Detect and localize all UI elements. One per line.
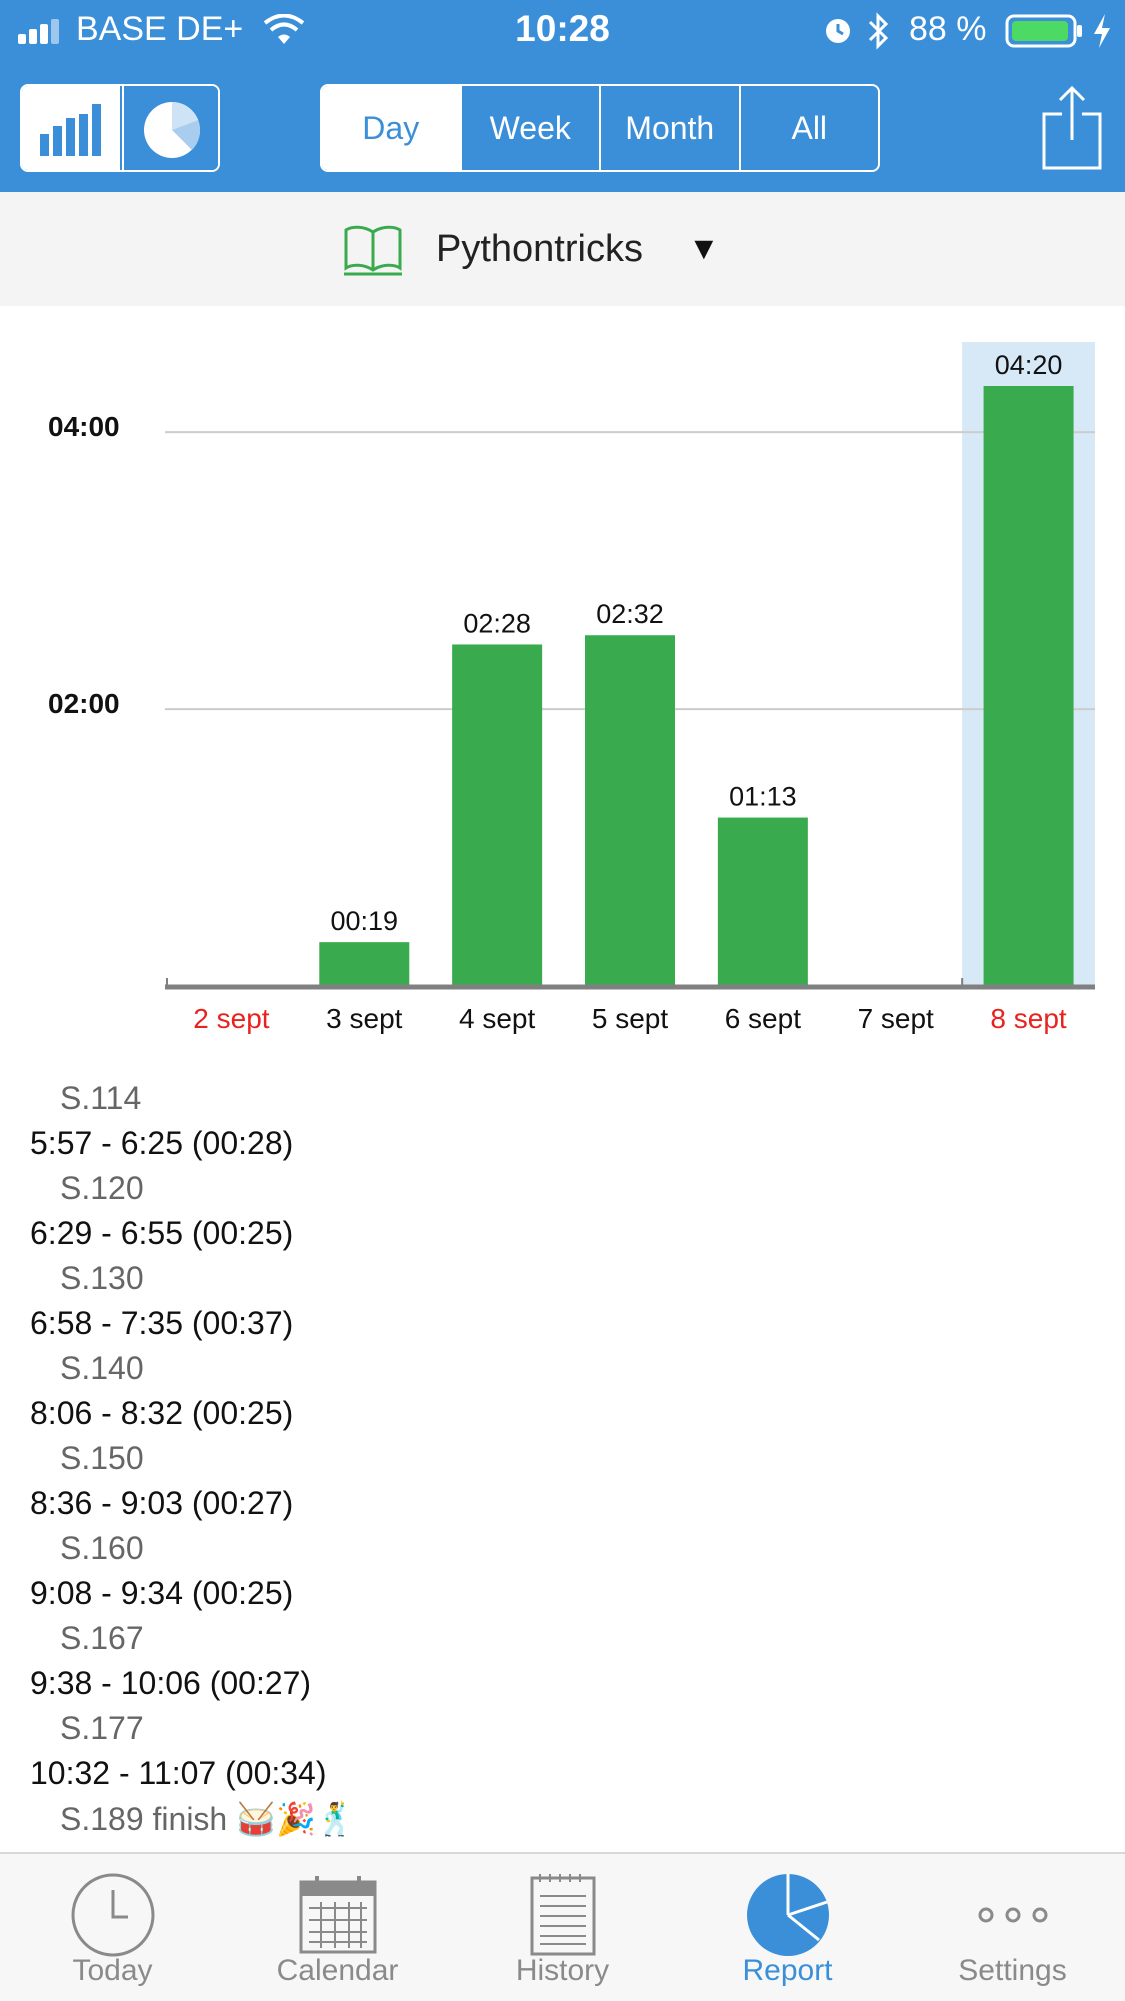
wifi-icon: [263, 14, 305, 44]
x-category-label: 2 sept: [193, 1003, 269, 1034]
session-time-range: 9:38 - 10:06 (00:27): [30, 1665, 312, 1701]
share-icon[interactable]: [1040, 82, 1104, 172]
session-entry: S.189 finish 🥁🎉🕺: [0, 1800, 1125, 1850]
y-tick-label: 02:00: [48, 688, 120, 719]
chart-bar[interactable]: [717, 817, 808, 986]
chart-svg: 02:00 04:00 2 sept 00:19 3 sept 02:28 4 sept 02…: [48, 342, 1095, 1034]
x-category-label: 8 sept: [990, 1003, 1066, 1034]
tab-calendar[interactable]: Calendar: [225, 1854, 450, 2001]
chart-bar[interactable]: [452, 644, 543, 986]
bottom-tab-bar: Today Calendar History Report: [0, 1852, 1125, 2001]
session-entry: S.114 5:57 - 6:25 (00:28): [0, 1080, 1125, 1170]
bar-value-label: 00:19: [330, 906, 398, 936]
session-page: S.120: [60, 1170, 144, 1206]
session-entry: S.160 9:08 - 9:34 (00:25): [0, 1530, 1125, 1620]
chart-bar[interactable]: [585, 635, 675, 986]
report-bar-chart: 02:00 04:00 2 sept 00:19 3 sept 02:28 4 sept 02…: [0, 306, 1125, 1046]
tab-report-label: Report: [742, 1954, 833, 1987]
session-page: S.167: [60, 1620, 144, 1656]
session-page: S.114: [60, 1080, 142, 1116]
tab-calendar-label: Calendar: [276, 1954, 399, 1987]
dropdown-arrow-icon: ▼: [688, 230, 720, 266]
x-category-label: 7 sept: [858, 1003, 934, 1034]
tab-history[interactable]: History: [450, 1854, 675, 2001]
alarm-icon: [826, 19, 850, 43]
x-category-label: 6 sept: [725, 1003, 801, 1034]
book-icon: [344, 225, 402, 276]
session-list: S.114 5:57 - 6:25 (00:28) S.120 6:29 - 6:55…: [0, 1080, 1125, 1850]
session-page: S.177: [60, 1710, 144, 1746]
bar-chart-toggle-button[interactable]: [22, 86, 120, 170]
session-time-range: 10:32 - 11:07 (00:34): [30, 1755, 327, 1791]
tab-week[interactable]: Week: [459, 86, 600, 170]
tab-history-label: History: [515, 1954, 610, 1987]
period-segmented-control: Day Week Month All: [320, 84, 880, 172]
tab-today[interactable]: Today: [0, 1854, 225, 2001]
calendar-icon: [299, 1876, 377, 1954]
bar-value-label: 04:20: [995, 350, 1063, 380]
history-icon: [530, 1874, 596, 1956]
top-toolbar: Day Week Month All: [0, 62, 1125, 192]
session-entry: S.167 9:38 - 10:06 (00:27): [0, 1620, 1125, 1710]
tab-report[interactable]: Report: [675, 1854, 900, 2001]
carrier-name: BASE DE+: [76, 10, 244, 48]
session-entry: S.130 6:58 - 7:35 (00:37): [0, 1260, 1125, 1350]
session-entry: S.177 10:32 - 11:07 (00:34): [0, 1710, 1125, 1800]
session-time-range: 8:06 - 8:32 (00:25): [30, 1395, 294, 1431]
bar-value-label: 02:32: [596, 599, 664, 629]
x-category-label: 4 sept: [459, 1003, 535, 1034]
session-time-range: 8:36 - 9:03 (00:27): [30, 1485, 294, 1521]
tab-day[interactable]: Day: [322, 86, 460, 170]
session-entry: S.120 6:29 - 6:55 (00:25): [0, 1170, 1125, 1260]
report-icon: [747, 1874, 829, 1956]
bar-value-label: 02:28: [463, 608, 531, 638]
tab-all[interactable]: All: [738, 86, 879, 170]
session-entry: S.150 8:36 - 9:03 (00:27): [0, 1440, 1125, 1530]
x-category-label: 3 sept: [326, 1003, 402, 1034]
session-entry: S.140 8:06 - 8:32 (00:25): [0, 1350, 1125, 1440]
charging-icon: [1094, 14, 1110, 48]
battery-percentage: 88 %: [909, 10, 987, 48]
session-page: S.160: [60, 1530, 144, 1566]
chart-bar[interactable]: [319, 942, 410, 986]
battery-icon: [1005, 14, 1082, 48]
session-time-range: 6:58 - 7:35 (00:37): [30, 1305, 294, 1341]
session-page: S.130: [60, 1260, 144, 1296]
session-time-range: 9:08 - 9:34 (00:25): [30, 1575, 294, 1611]
x-category-label: 5 sept: [592, 1003, 668, 1034]
settings-icon: [978, 1907, 1048, 1923]
session-time-range: 6:29 - 6:55 (00:25): [30, 1215, 294, 1251]
bluetooth-icon: [868, 12, 889, 50]
tab-settings[interactable]: Settings: [900, 1854, 1125, 2001]
session-page: S.140: [60, 1350, 144, 1386]
signal-icon: [18, 19, 59, 44]
tab-month[interactable]: Month: [599, 86, 739, 170]
pie-chart-toggle-button[interactable]: [122, 86, 218, 170]
chart-type-toggle: [20, 84, 220, 172]
status-bar: BASE DE+ 10:28 88 %: [0, 0, 1125, 62]
category-selector[interactable]: Pythontricks ▼: [0, 192, 1125, 306]
y-tick-label: 04:00: [48, 411, 120, 442]
clock-icon: [71, 1873, 155, 1957]
pie-chart-icon: [144, 102, 201, 158]
tab-settings-label: Settings: [958, 1954, 1067, 1987]
session-page: S.189 finish 🥁🎉🕺: [60, 1801, 356, 1837]
tab-today-label: Today: [72, 1954, 153, 1987]
bar-chart-icon: [40, 104, 101, 156]
bar-value-label: 01:13: [729, 782, 797, 812]
clock-time: 10:28: [515, 8, 610, 49]
session-time-range: 5:57 - 6:25 (00:28): [30, 1125, 294, 1161]
category-name: Pythontricks: [436, 228, 643, 270]
chart-bar[interactable]: [983, 386, 1074, 986]
session-page: S.150: [60, 1440, 144, 1476]
